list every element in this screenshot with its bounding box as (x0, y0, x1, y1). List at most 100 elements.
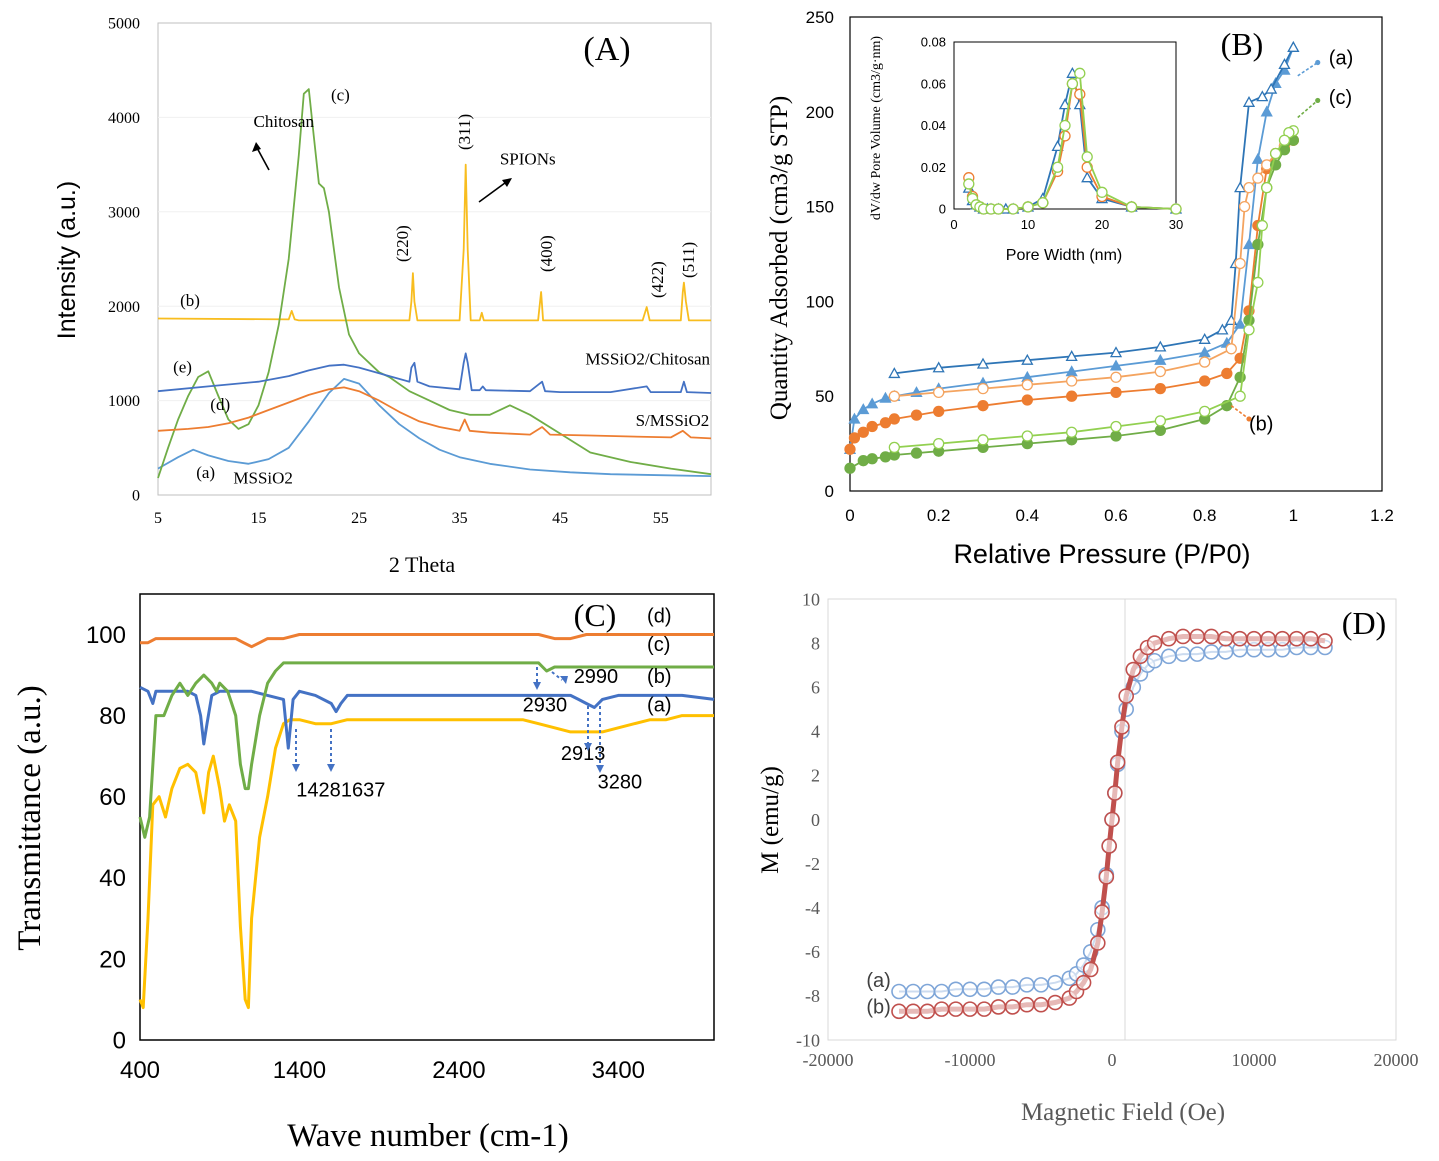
B-series-5-point (1279, 135, 1289, 145)
D-series-1-point (1247, 632, 1261, 646)
D-series-0-point (1219, 645, 1233, 659)
peak-label-400: (400) (537, 235, 556, 272)
A-series-3-line (158, 387, 711, 438)
A-annotation: SPIONs (500, 150, 556, 169)
B-series-5-point (1022, 431, 1032, 441)
B-series-3-point (978, 384, 988, 394)
C-ytick-label: 40 (99, 865, 126, 892)
B-xtick-label: 0.4 (1016, 506, 1040, 525)
D-ytick-label: 6 (811, 678, 820, 698)
B-series-3-point (1200, 357, 1210, 367)
C-annotation: 2913 (561, 743, 606, 765)
I-ytick-label: 0 (939, 202, 946, 217)
I-series-2-point (1097, 187, 1107, 197)
A-xtick-label: 55 (653, 510, 669, 527)
B-series-5-point (1235, 391, 1245, 401)
panel-c-xlabel: Wave number (cm-1) (287, 1118, 568, 1154)
D-ytick-label: 10 (802, 589, 820, 609)
B-ytick-label: 100 (806, 292, 834, 311)
ftir-arrowheads (292, 676, 604, 773)
C-ytick-label: 20 (99, 946, 126, 973)
B-series-1-point (1244, 97, 1254, 106)
B-series-5-point (978, 435, 988, 445)
spions-arrowhead (502, 178, 512, 187)
D-series-1-point (991, 1000, 1005, 1014)
D-series-1-point (1034, 998, 1048, 1012)
B-series-3-point (1253, 173, 1263, 183)
C-ytick-label: 80 (99, 703, 126, 730)
A-ytick-label: 1000 (108, 393, 140, 410)
D-series-1-point (1095, 905, 1109, 919)
B-xtick-label: 0 (845, 506, 854, 525)
B-xtick-label: 0.8 (1193, 506, 1217, 525)
D-ytick-label: 2 (811, 766, 820, 786)
D-series-0-point (1006, 980, 1020, 994)
C-xtick-label: 400 (120, 1057, 160, 1084)
B-series-0-point (1253, 154, 1263, 163)
peak-label-422: (422) (648, 261, 667, 298)
A-series-1-line (158, 165, 711, 321)
D-ytick-label: -4 (805, 898, 820, 918)
B-annotation: (a) (1329, 47, 1353, 69)
C-ytick-label: 100 (86, 622, 126, 649)
A-annotation: MSSiO2/Chitosan (585, 350, 710, 369)
peak-label-511: (511) (679, 242, 698, 278)
D-series-1-point (1176, 629, 1190, 643)
I-series-1-point (1060, 131, 1070, 141)
inset-ylabel: dV/dw Pore Volume (cm3/g·nm) (869, 36, 884, 221)
D-series-1-point (1318, 634, 1332, 648)
B-arrow-0 (1298, 63, 1318, 76)
panel-c-label: (C) (574, 597, 617, 633)
D-series-0-point (935, 984, 949, 998)
panel-a-xlabel: 2 Theta (389, 552, 455, 577)
B-series-3-point (1111, 372, 1121, 382)
panel-c-ylabel: Transmittance (a.u.) (12, 685, 48, 950)
D-ytick-label: -6 (805, 942, 820, 962)
D-xtick-label: -10000 (945, 1050, 996, 1070)
A-annotation: (c) (331, 85, 350, 104)
B-series-2-point (1200, 376, 1210, 386)
peak-label-311: (311) (455, 114, 474, 150)
B-series-3-point (934, 387, 944, 397)
B-series-3-point (1226, 344, 1236, 354)
panel-b-xlabel: Relative Pressure (P/P0) (953, 539, 1250, 569)
D-series-0-point (1190, 647, 1204, 661)
C-ytick-label: 60 (99, 784, 126, 811)
B-series-4-point (867, 454, 877, 464)
B-arrowhead-0 (1315, 60, 1320, 65)
B-series-3-point (1235, 258, 1245, 268)
B-series-5-point (1200, 406, 1210, 416)
B-series-2-point (858, 427, 868, 437)
B-ytick-label: 200 (806, 103, 834, 122)
D-series-1-point (1148, 636, 1162, 650)
I-xtick-label: 20 (1095, 217, 1109, 232)
I-ytick-label: 0.02 (921, 160, 946, 175)
B-series-3-point (1244, 183, 1254, 193)
D-series-0-point (906, 984, 920, 998)
A-annotation: (a) (196, 463, 215, 482)
D-series-1-point (1115, 720, 1129, 734)
C-annotation: 2930 (523, 695, 568, 717)
D-ytick-label: 0 (811, 810, 820, 830)
panel-d-ylabel: M (emu/g) (757, 766, 784, 874)
D-series-1-point (1105, 813, 1119, 827)
A-ytick-label: 3000 (108, 204, 140, 221)
D-series-1-point (1006, 1000, 1020, 1014)
panel-d-label: (D) (1342, 605, 1386, 641)
D-series-1-point (1091, 936, 1105, 950)
B-series-1-point (1200, 334, 1210, 343)
panel-b-ylabel: Quantity Adsorbed (cm3/g STP) (766, 96, 793, 420)
B-series-2-point (934, 406, 944, 416)
C-annotation: 1637 (341, 780, 386, 802)
D-series-1-point (977, 1002, 991, 1016)
B-series-2-point (845, 444, 855, 454)
I-series-2-point (1053, 162, 1063, 172)
B-ytick-label: 150 (806, 198, 834, 217)
B-series-3-point (1067, 376, 1077, 386)
B-series-2-point (1022, 395, 1032, 405)
C-xtick-label: 1400 (273, 1057, 326, 1084)
B-series-2-point (1111, 387, 1121, 397)
D-ytick-label: -8 (805, 986, 820, 1006)
D-series-0-point (1034, 978, 1048, 992)
B-series-3-point (1240, 202, 1250, 212)
